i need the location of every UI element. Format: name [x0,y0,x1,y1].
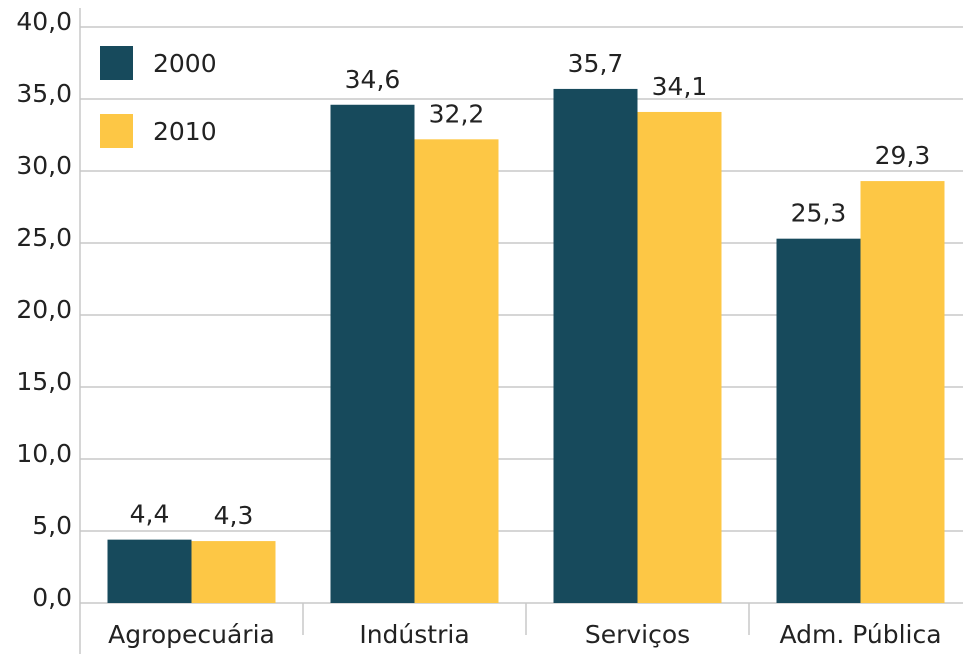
y-tick-label: 25,0 [16,223,72,252]
legend-label: 2010 [153,117,217,146]
y-tick-label: 40,0 [16,7,72,36]
value-label: 29,3 [875,141,931,170]
value-label: 35,7 [568,49,624,78]
value-label: 25,3 [791,199,847,228]
bar [637,111,722,604]
bar [776,238,861,603]
y-tick-label: 10,0 [16,439,72,468]
y-tick-label: 35,0 [16,79,72,108]
value-label: 4,4 [130,500,170,529]
legend-label: 2000 [153,49,217,78]
x-tick-label: Serviços [585,620,690,649]
bar [191,541,276,603]
value-label: 34,1 [652,72,708,101]
x-tick-label: Indústria [359,620,469,649]
bar [860,181,945,603]
y-tick-label: 0,0 [32,583,72,612]
x-tick-label: Adm. Pública [779,620,941,649]
value-label: 4,3 [214,501,254,530]
y-tick-label: 30,0 [16,151,72,180]
bar [553,88,638,604]
x-tick-label: Agropecuária [108,620,275,649]
y-tick-label: 5,0 [32,511,72,540]
y-tick-label: 15,0 [16,367,72,396]
value-label: 34,6 [345,65,401,94]
bar [107,539,192,603]
value-label: 32,2 [429,99,485,128]
bar [330,104,415,603]
bar [414,139,499,603]
legend-swatch [100,114,133,148]
y-tick-label: 20,0 [16,295,72,324]
legend-swatch [100,46,133,80]
